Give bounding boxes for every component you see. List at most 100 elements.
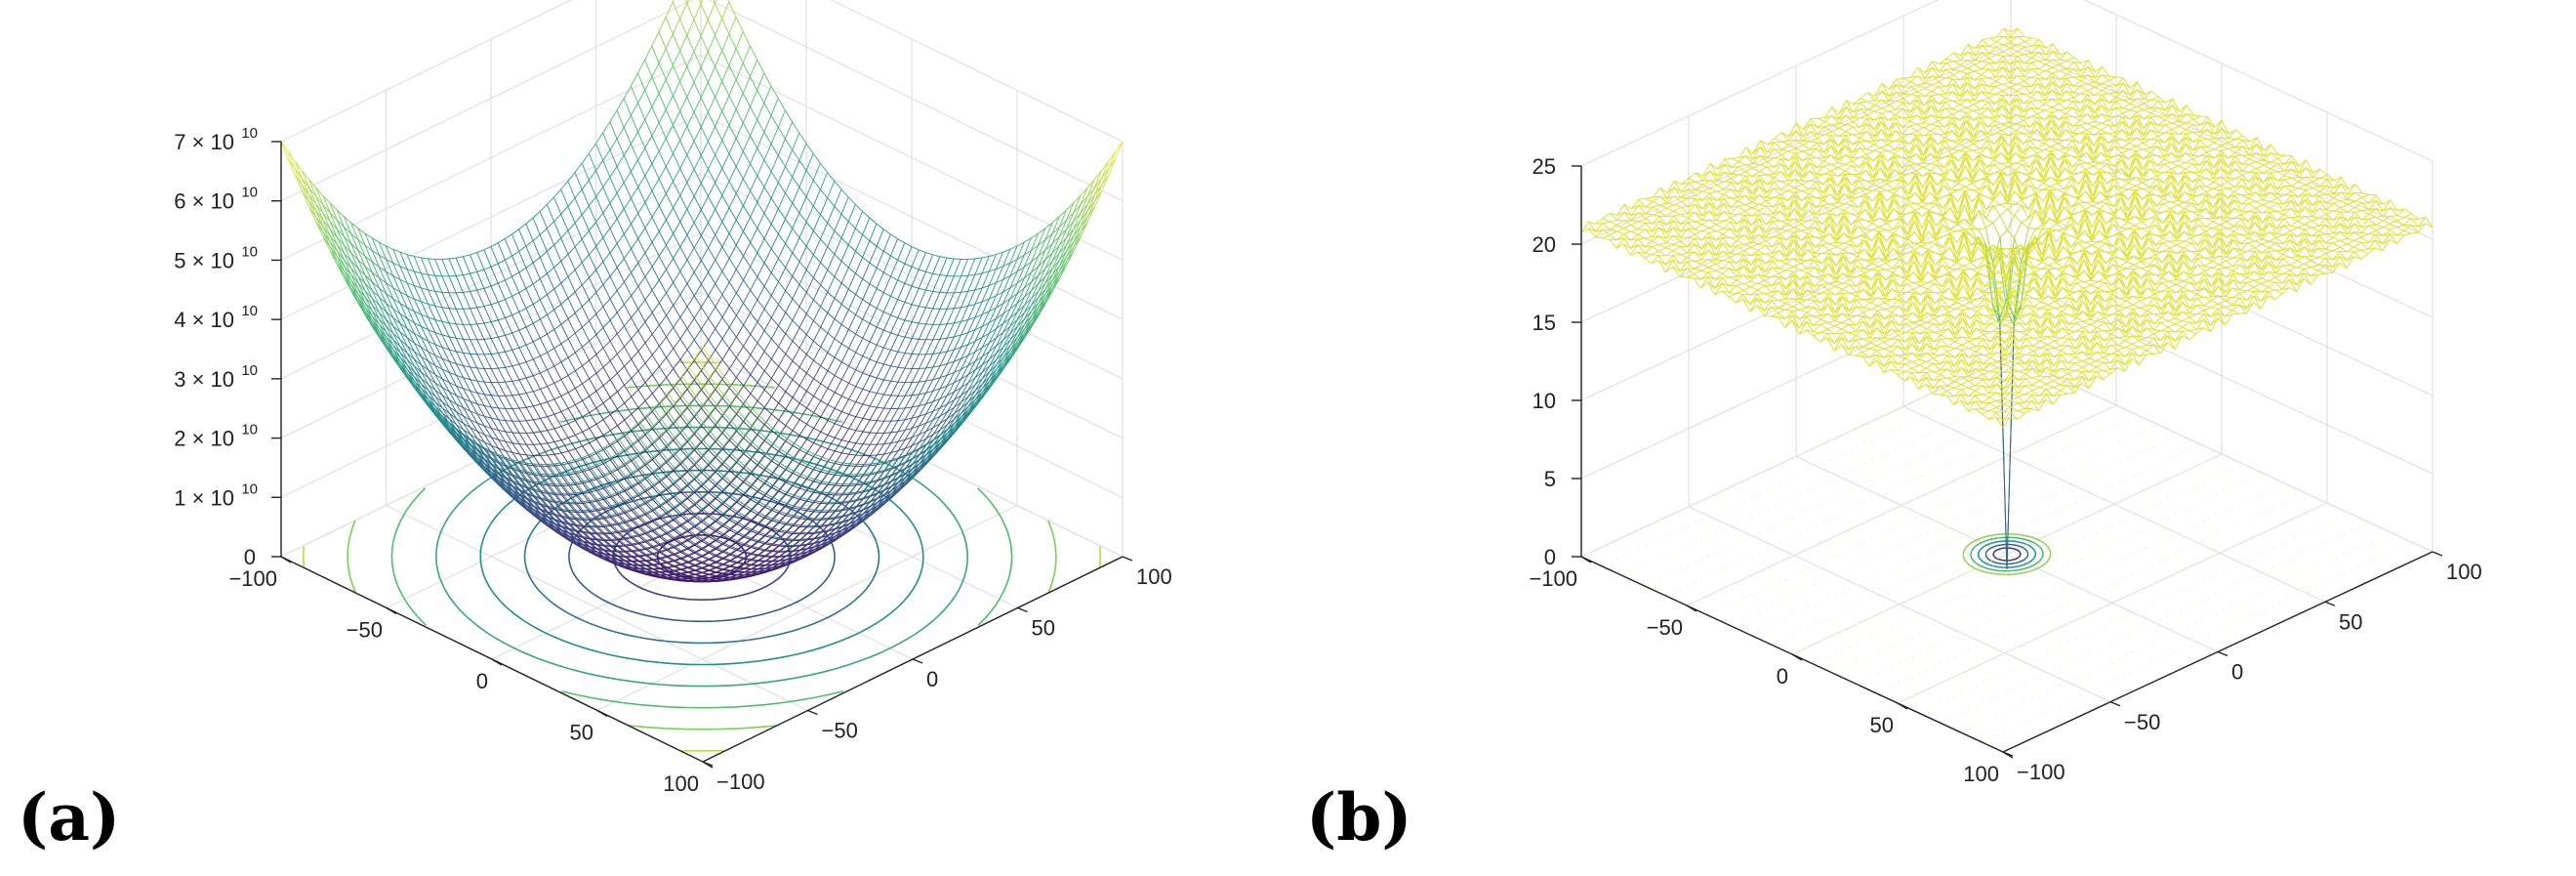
mesh-edge	[610, 523, 618, 526]
mesh-edge	[491, 463, 500, 474]
mesh-edge	[686, 416, 695, 426]
mesh-edge	[673, 503, 681, 510]
mesh-edge	[525, 377, 534, 392]
mesh-edge	[616, 166, 625, 184]
mesh-edge	[701, 526, 710, 533]
mesh-edge	[637, 175, 646, 188]
mesh-edge	[778, 450, 787, 457]
mesh-edge	[820, 431, 829, 436]
mesh-edge	[582, 442, 590, 447]
mesh-edge	[470, 353, 477, 355]
mesh-edge	[869, 217, 878, 225]
mesh-edge	[763, 338, 772, 352]
mesh-edge	[877, 406, 884, 409]
mesh-edge	[847, 228, 856, 245]
mesh-edge	[315, 203, 324, 214]
mesh-edge	[511, 468, 520, 473]
mesh-edge	[890, 299, 899, 315]
mesh-edge	[736, 468, 745, 478]
mesh-edge	[421, 257, 429, 260]
mesh-edge	[568, 435, 576, 438]
mesh-edge	[637, 400, 646, 408]
mesh-edge	[596, 524, 604, 526]
mesh-edge	[897, 334, 906, 338]
mesh-edge	[693, 317, 702, 330]
mesh-edge	[616, 192, 625, 209]
mesh-edge	[673, 415, 681, 425]
mesh-edge	[687, 449, 695, 458]
mesh-edge	[855, 338, 864, 354]
mesh-edge	[567, 404, 576, 409]
mesh-edge	[364, 302, 373, 316]
mesh-edge	[434, 274, 442, 277]
mesh-edge	[967, 273, 975, 276]
mesh-edge	[498, 477, 507, 486]
mesh-edge	[470, 252, 477, 256]
mesh-edge	[631, 469, 639, 476]
mesh-edge	[483, 249, 492, 268]
mesh-edge	[575, 482, 583, 485]
mesh-edge	[735, 256, 744, 271]
mesh-edge	[470, 354, 478, 369]
mesh-edge	[428, 340, 436, 346]
mesh-edge	[553, 414, 562, 427]
mesh-edge	[624, 460, 633, 467]
mesh-edge	[721, 455, 730, 465]
mesh-edge	[434, 318, 443, 322]
mesh-edge	[792, 298, 800, 308]
mesh-edge	[371, 237, 380, 243]
mesh-edge	[651, 346, 660, 355]
mesh-edge	[407, 353, 415, 360]
mesh-edge	[778, 267, 787, 282]
mesh-edge	[679, 433, 688, 442]
mesh-edge	[294, 161, 303, 179]
mesh-edge	[798, 246, 807, 263]
mesh-edge	[609, 354, 618, 361]
mesh-edge	[441, 307, 450, 323]
mesh-edge	[553, 221, 562, 238]
mesh-edge	[379, 318, 388, 333]
mesh-edge	[715, 515, 723, 522]
mesh-edge	[567, 206, 576, 224]
mesh-edge	[533, 482, 541, 485]
mesh-edge	[344, 227, 352, 234]
mesh-edge	[364, 256, 373, 273]
mesh-edge	[700, 51, 709, 67]
mesh-edge	[658, 279, 667, 294]
mesh-edge	[357, 275, 366, 292]
mesh-edge	[798, 347, 807, 355]
mesh-edge	[602, 237, 611, 254]
mesh-edge	[778, 346, 787, 355]
mesh-edge	[364, 245, 373, 263]
mesh-edge	[519, 488, 528, 494]
mesh-edge	[609, 360, 618, 374]
mesh-edge	[428, 273, 435, 276]
mesh-edge	[673, 233, 681, 248]
mesh-edge	[525, 262, 534, 269]
mesh-edge	[742, 190, 751, 206]
mesh-edge	[399, 279, 408, 296]
mesh-edge	[490, 354, 499, 369]
mesh-edge	[707, 141, 716, 155]
mesh-edge	[491, 472, 500, 481]
mesh-edge	[855, 352, 864, 356]
mesh-edge	[477, 448, 486, 455]
mesh-edge	[715, 140, 723, 155]
mesh-edge	[743, 481, 752, 488]
mesh-edge	[364, 244, 373, 251]
mesh-edge	[954, 291, 961, 294]
mesh-edge	[778, 333, 787, 348]
mesh-edge	[631, 224, 639, 239]
mesh-edge	[449, 413, 457, 420]
mesh-edge	[631, 358, 639, 372]
mesh-edge	[967, 258, 976, 276]
mesh-edge	[750, 510, 758, 516]
mesh-edge	[687, 479, 695, 486]
mesh-edge	[904, 302, 913, 306]
mesh-edge	[679, 358, 688, 371]
mesh-edge	[805, 254, 814, 271]
mesh-edge	[728, 281, 737, 294]
mesh-edge	[371, 237, 380, 256]
mesh-edge	[693, 209, 702, 224]
mesh-edge	[357, 259, 366, 276]
